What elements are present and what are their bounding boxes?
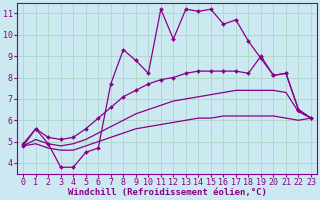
X-axis label: Windchill (Refroidissement éolien,°C): Windchill (Refroidissement éolien,°C) <box>68 188 267 197</box>
